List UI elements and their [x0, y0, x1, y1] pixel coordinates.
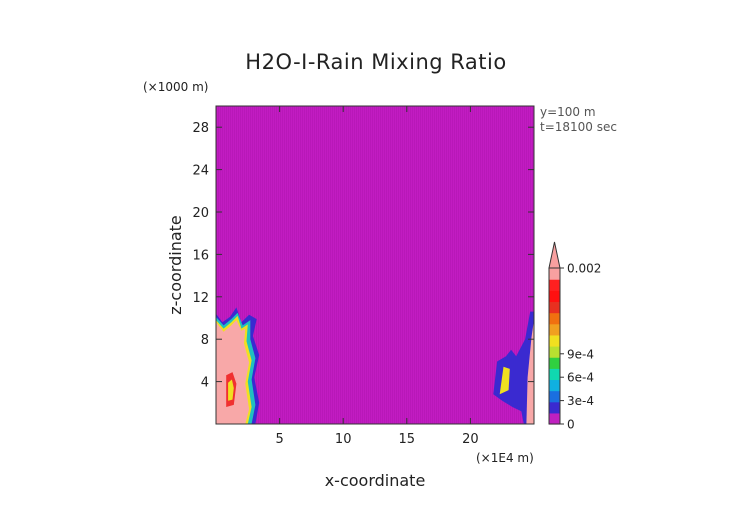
storm-region-right: [493, 311, 534, 424]
colorbar-label: 6e-4: [567, 371, 594, 385]
x-axis: 5 10 15 20: [275, 106, 479, 447]
x-tick-label: 10: [335, 432, 352, 447]
colorbar-swatch: [549, 346, 560, 358]
colorbar: 0.002 9e-4 6e-4 3e-4 0: [548, 241, 601, 432]
colorbar-label: 3e-4: [567, 394, 594, 408]
colorbar-label: 0.002: [567, 262, 601, 276]
storm-right-core: [526, 320, 534, 424]
colorbar-swatch: [549, 279, 560, 291]
plot-background: [216, 106, 534, 424]
storm-right-cell: [499, 366, 510, 395]
x-multiplier: (×1E4 m): [476, 451, 534, 465]
storm-right-low: [493, 311, 534, 424]
colorbar-swatch: [549, 368, 560, 381]
y-tick-label: 24: [192, 164, 209, 179]
y-tick-label: 16: [192, 248, 209, 263]
y-tick-label: 12: [192, 291, 209, 306]
y-axis: 4 8 12 16 20 24 28: [192, 121, 534, 391]
colorbar-border: [548, 267, 561, 425]
colorbar-swatch: [549, 390, 560, 403]
x-tick-label: 15: [399, 432, 416, 447]
colorbar-swatch: [549, 312, 560, 325]
colorbar-swatch: [549, 301, 560, 314]
y-multiplier: (×1000 m): [143, 80, 208, 94]
y-tick-label: 8: [201, 333, 209, 348]
colorbar-swatch: [549, 334, 560, 347]
storm-core: [216, 320, 250, 424]
colorbar-swatch: [549, 323, 560, 336]
y-tick-label: 28: [192, 121, 209, 136]
colorbar-swatch: [549, 379, 560, 392]
chart-title: H2O-I-Rain Mixing Ratio: [245, 50, 506, 74]
colorbar-swatch: [549, 290, 560, 303]
colorbar-swatch: [549, 357, 560, 369]
storm-core-inner: [228, 379, 234, 401]
y-axis-label: z-coordinate: [166, 215, 185, 315]
colorbar-label: 0: [567, 418, 575, 432]
y-tick-label: 20: [192, 206, 209, 221]
storm-region-left: [216, 307, 260, 424]
colorbar-swatch: [549, 401, 560, 414]
colorbar-swatch: [549, 268, 560, 280]
x-tick-label: 20: [462, 432, 479, 447]
colorbar-swatch: [549, 412, 560, 425]
colorbar-arrow: [548, 241, 561, 269]
x-tick-label: 5: [275, 432, 283, 447]
y-tick-label: 4: [201, 376, 209, 391]
colorbar-label: 9e-4: [567, 347, 594, 361]
x-axis-label: x-coordinate: [325, 471, 426, 490]
plot-area: [215, 105, 535, 425]
annotation-y: y=100 m: [540, 105, 596, 119]
annotation-t: t=18100 sec: [540, 120, 617, 134]
plot-border: [215, 105, 535, 425]
